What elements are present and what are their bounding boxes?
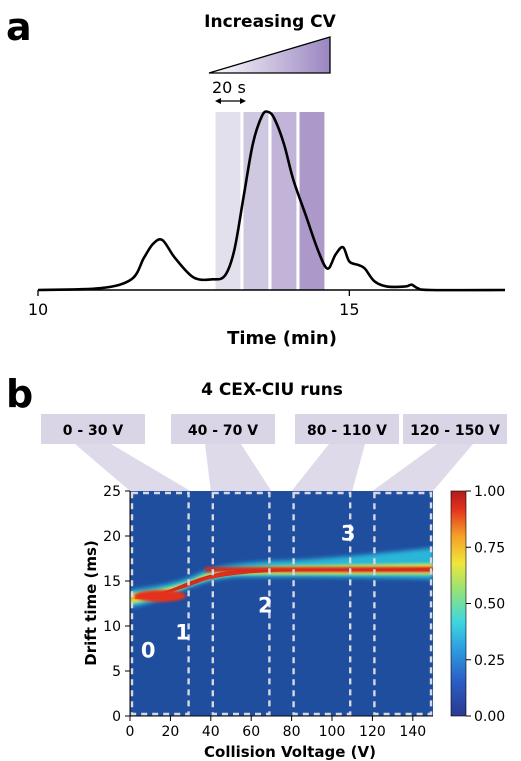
colorbar-ticks: 1.00 0.75 0.50 0.25 0.00 [466,484,505,725]
run-label-box [41,414,145,444]
colorbar [450,490,467,717]
run-connector [372,444,473,491]
interval-arrow [215,98,246,104]
y-tick-label: 10 [103,619,121,635]
y-tick-label: 0 [112,709,121,725]
x-axis-a-label: Time (min) [227,328,337,349]
fraction-band [215,112,241,290]
run-window-boxes [130,491,433,716]
state-label: 2 [258,594,273,618]
panel-b-title: 4 CEX-CIU runs [201,380,343,400]
heatmap-background [130,491,433,716]
run-connector [205,444,272,491]
run-label: 40 - 70 V [188,423,258,439]
x-tick-a-label: 15 [339,300,359,319]
interval-label: 20 s [212,78,246,97]
x-tick-label: 140 [399,724,426,740]
heatmap-y-label: Drift time (ms) [82,540,100,666]
panel-a-title: Increasing CV [204,12,337,32]
state-labels: 01 2 3 [141,522,356,663]
run-window-box [211,491,271,716]
run-labels: 0 - 30 V 40 - 70 V 80 - 110 V 120 - 150 V [41,414,507,491]
colorbar-tick-label: 0.75 [474,540,505,556]
x-tick-a-label: 10 [28,300,48,319]
colorbar-tick-label: 0.50 [474,597,505,613]
run-window-box [292,491,352,716]
run-window-box [373,491,433,716]
run-connector [75,444,191,491]
colorbar-tick-label: 1.00 [474,484,505,500]
colorbar-tick-label: 0.25 [474,653,505,669]
run-label: 0 - 30 V [63,423,124,439]
y-tick-label: 5 [112,664,121,680]
run-label-box [295,414,399,444]
run-label-box [171,414,275,444]
heatmap-x-label: Collision Voltage (V) [204,743,376,761]
y-tick-label: 25 [103,484,121,500]
colorbar-tick-label: 0.00 [474,709,505,725]
run-connector [291,444,365,491]
x-tick-label: 120 [359,724,386,740]
x-tick-label: 80 [283,724,301,740]
fraction-band [271,112,297,290]
panel-a-letter: a [6,5,32,49]
state-label: 1 [175,621,190,645]
run-label-box [403,414,507,444]
fraction-band [243,112,269,290]
run-label: 80 - 110 V [307,423,387,439]
x-tick-label: 60 [242,724,260,740]
x-tick-label: 100 [319,724,346,740]
run-label: 120 - 150 V [410,423,500,439]
run-window-box [130,491,190,716]
y-tick-label: 20 [103,529,121,545]
fraction-band [299,112,325,290]
y-tick-label: 15 [103,574,121,590]
x-ticks-a: 10 15 [28,290,360,319]
fraction-bands [215,112,325,290]
x-tick-label: 0 [126,724,135,740]
state-label: 0 [141,639,156,663]
x-tick-label: 40 [202,724,220,740]
panel-b-letter: b [6,372,33,416]
x-tick-label: 20 [161,724,179,740]
chromatogram-line [37,110,506,292]
state-label: 3 [341,522,356,546]
cv-gradient-wedge [208,36,331,74]
